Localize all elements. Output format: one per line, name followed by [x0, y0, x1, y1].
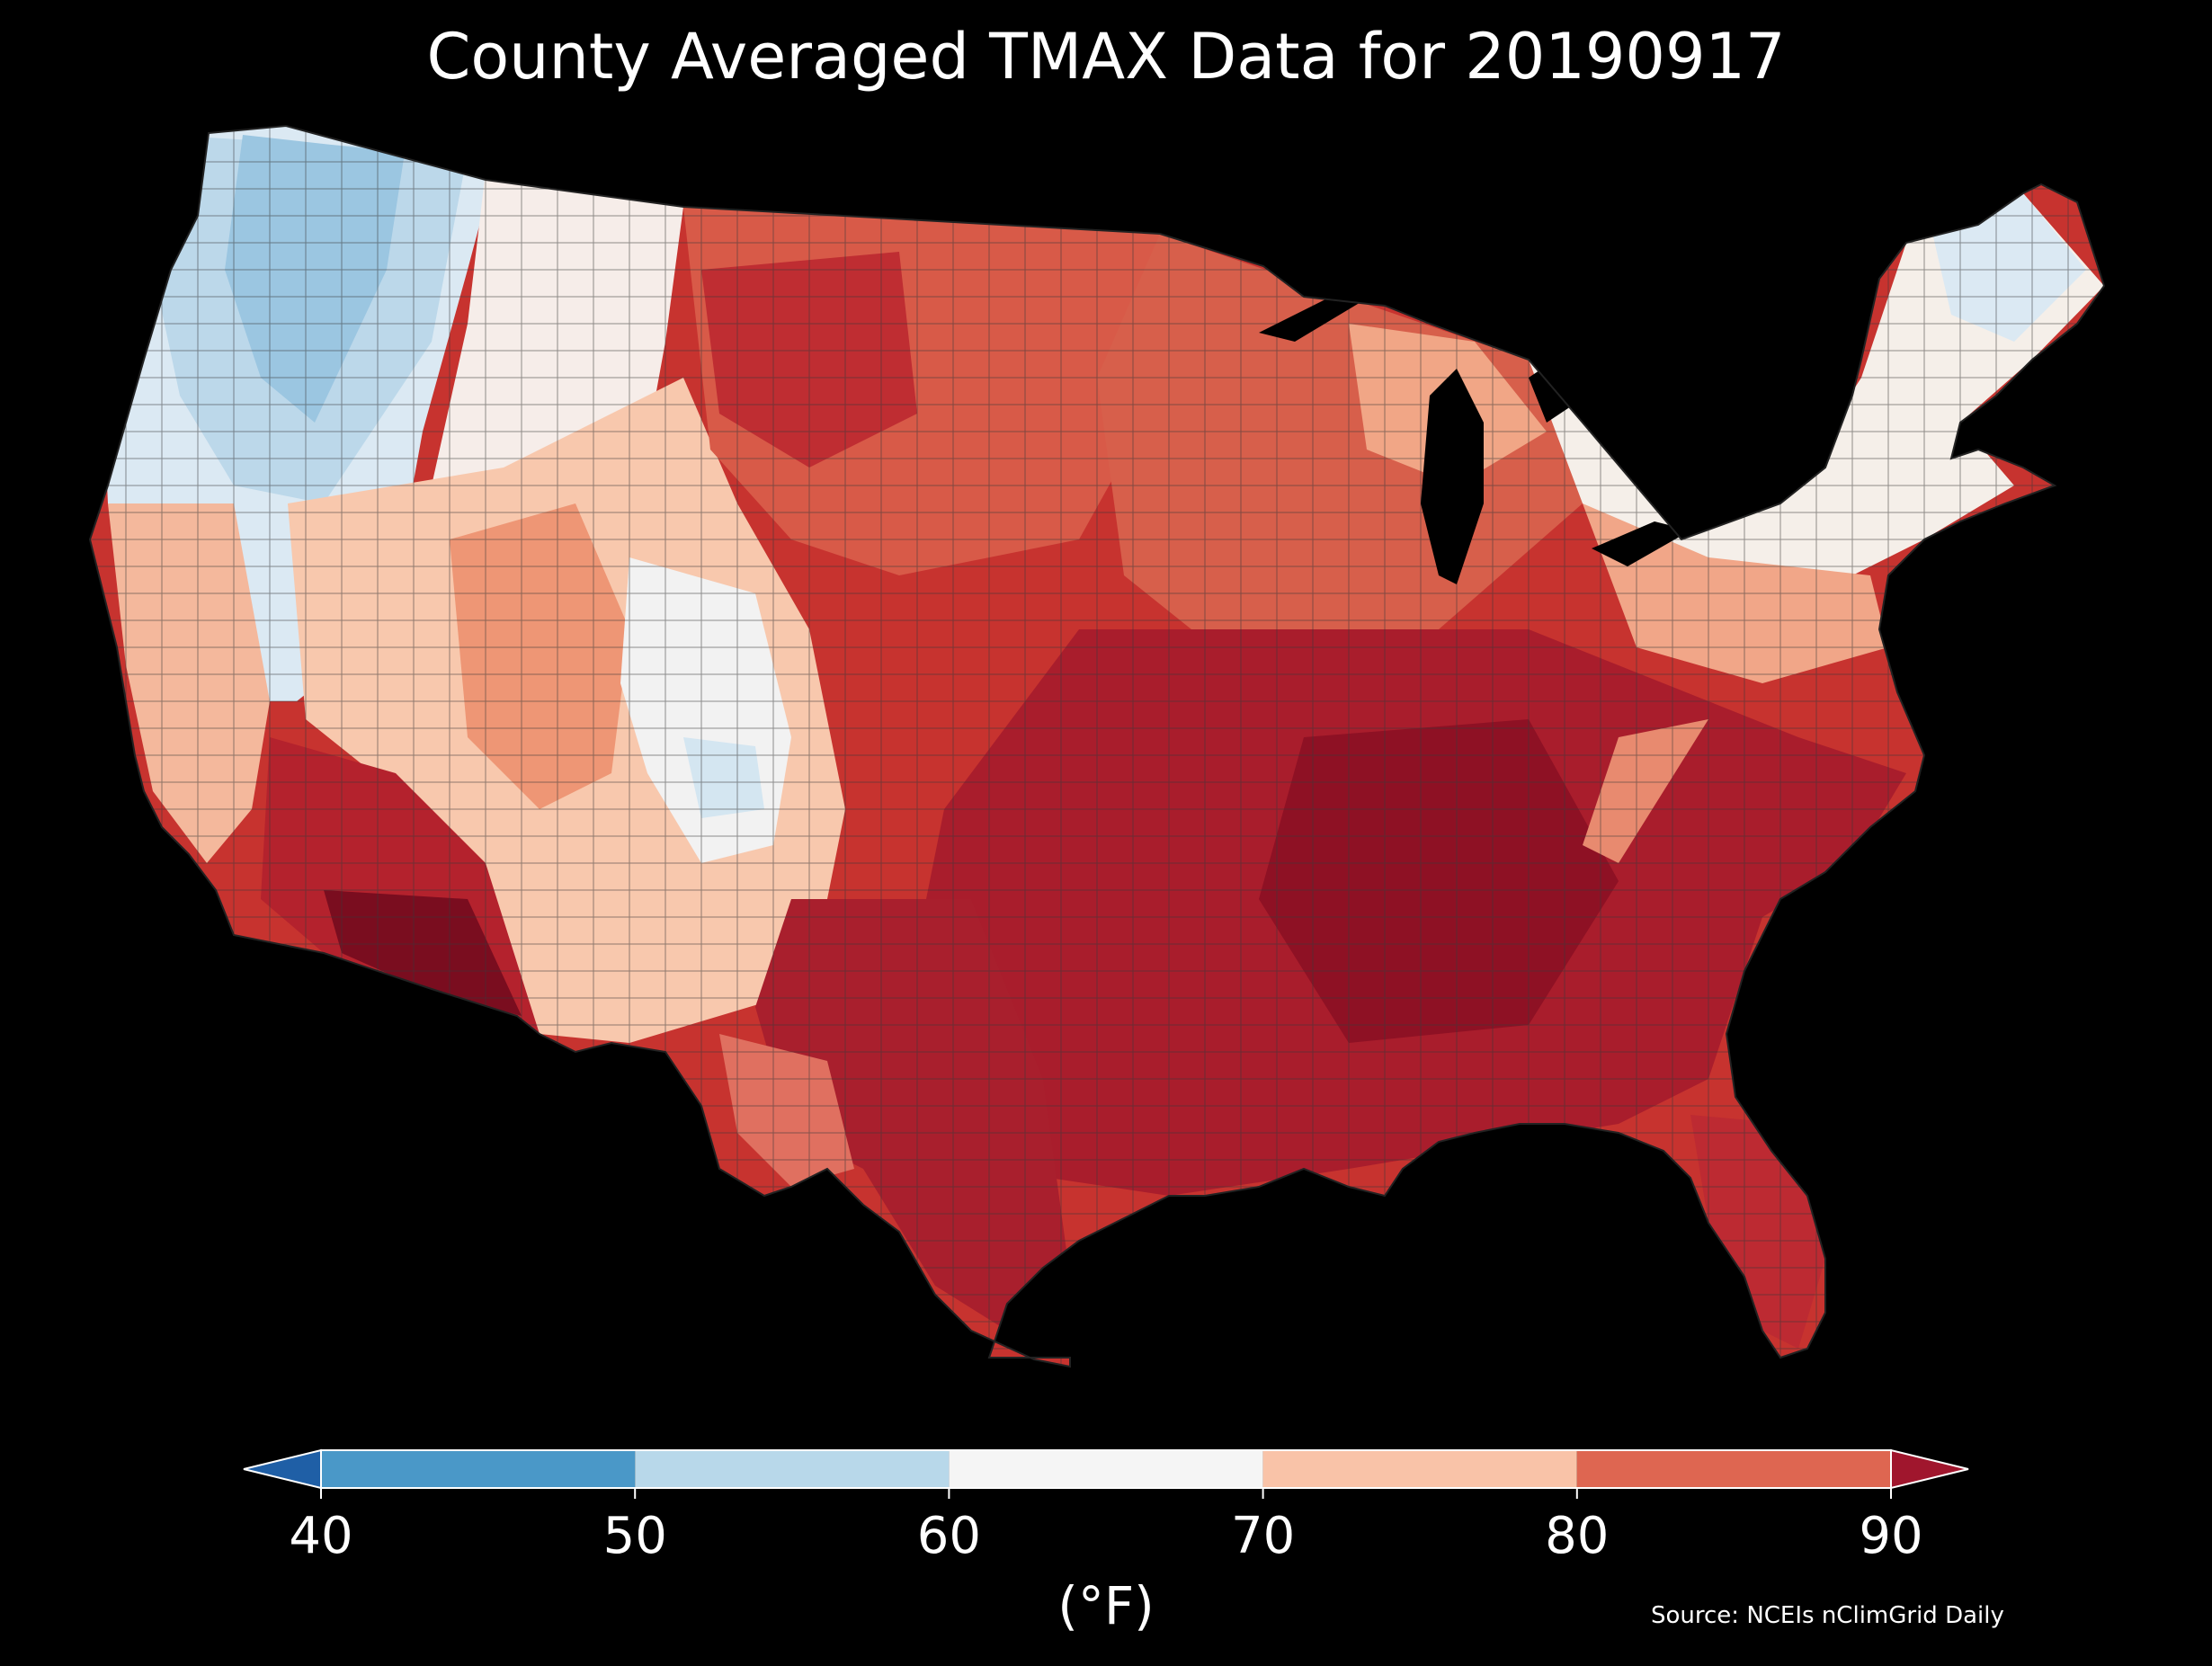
- us-outline: [88, 124, 2106, 1368]
- colorbar-segment: [635, 1450, 950, 1488]
- source-note: Source: NCEIs nClimGrid Daily: [1651, 1602, 2004, 1629]
- colorbar-outline: [320, 1449, 1892, 1489]
- colorbar-extend-high: [1890, 1448, 1969, 1490]
- great-lakes: [1259, 279, 1690, 584]
- colorbar-segment: [949, 1450, 1263, 1488]
- colorbar-unit-label: (°F): [1057, 1575, 1155, 1636]
- map-title: County Averaged TMAX Data for 20190917: [426, 20, 1786, 94]
- lake-michigan: [1421, 369, 1484, 584]
- colorbar-segment: [1576, 1450, 1891, 1488]
- colorbar-extend-low: [243, 1448, 322, 1490]
- region-utah-warm: [450, 503, 629, 809]
- colorbar: 40 50 60 70 80 90: [243, 1448, 1969, 1565]
- region-west-texas: [719, 1034, 854, 1187]
- region-florida: [1690, 1115, 1825, 1349]
- lake-erie: [1592, 521, 1690, 566]
- colorbar-segment: [321, 1450, 636, 1488]
- colorbar-tick-label: 80: [1545, 1507, 1609, 1565]
- region-texas: [755, 899, 1070, 1331]
- region-arizona-hot: [324, 890, 522, 1016]
- colorbar-tick-label: 50: [603, 1507, 667, 1565]
- lake-huron: [1529, 360, 1574, 423]
- region-maine: [1924, 193, 2086, 342]
- lake-superior: [1259, 279, 1385, 342]
- colorbar-tick-label: 90: [1859, 1507, 1922, 1565]
- colorbar-tick-label: 70: [1231, 1507, 1295, 1565]
- colorbar-tick-label: 60: [917, 1507, 981, 1565]
- colorbar-tick-label: 40: [289, 1507, 352, 1565]
- region-colorado-high: [683, 737, 764, 818]
- colorbar-segment: [1262, 1450, 1577, 1488]
